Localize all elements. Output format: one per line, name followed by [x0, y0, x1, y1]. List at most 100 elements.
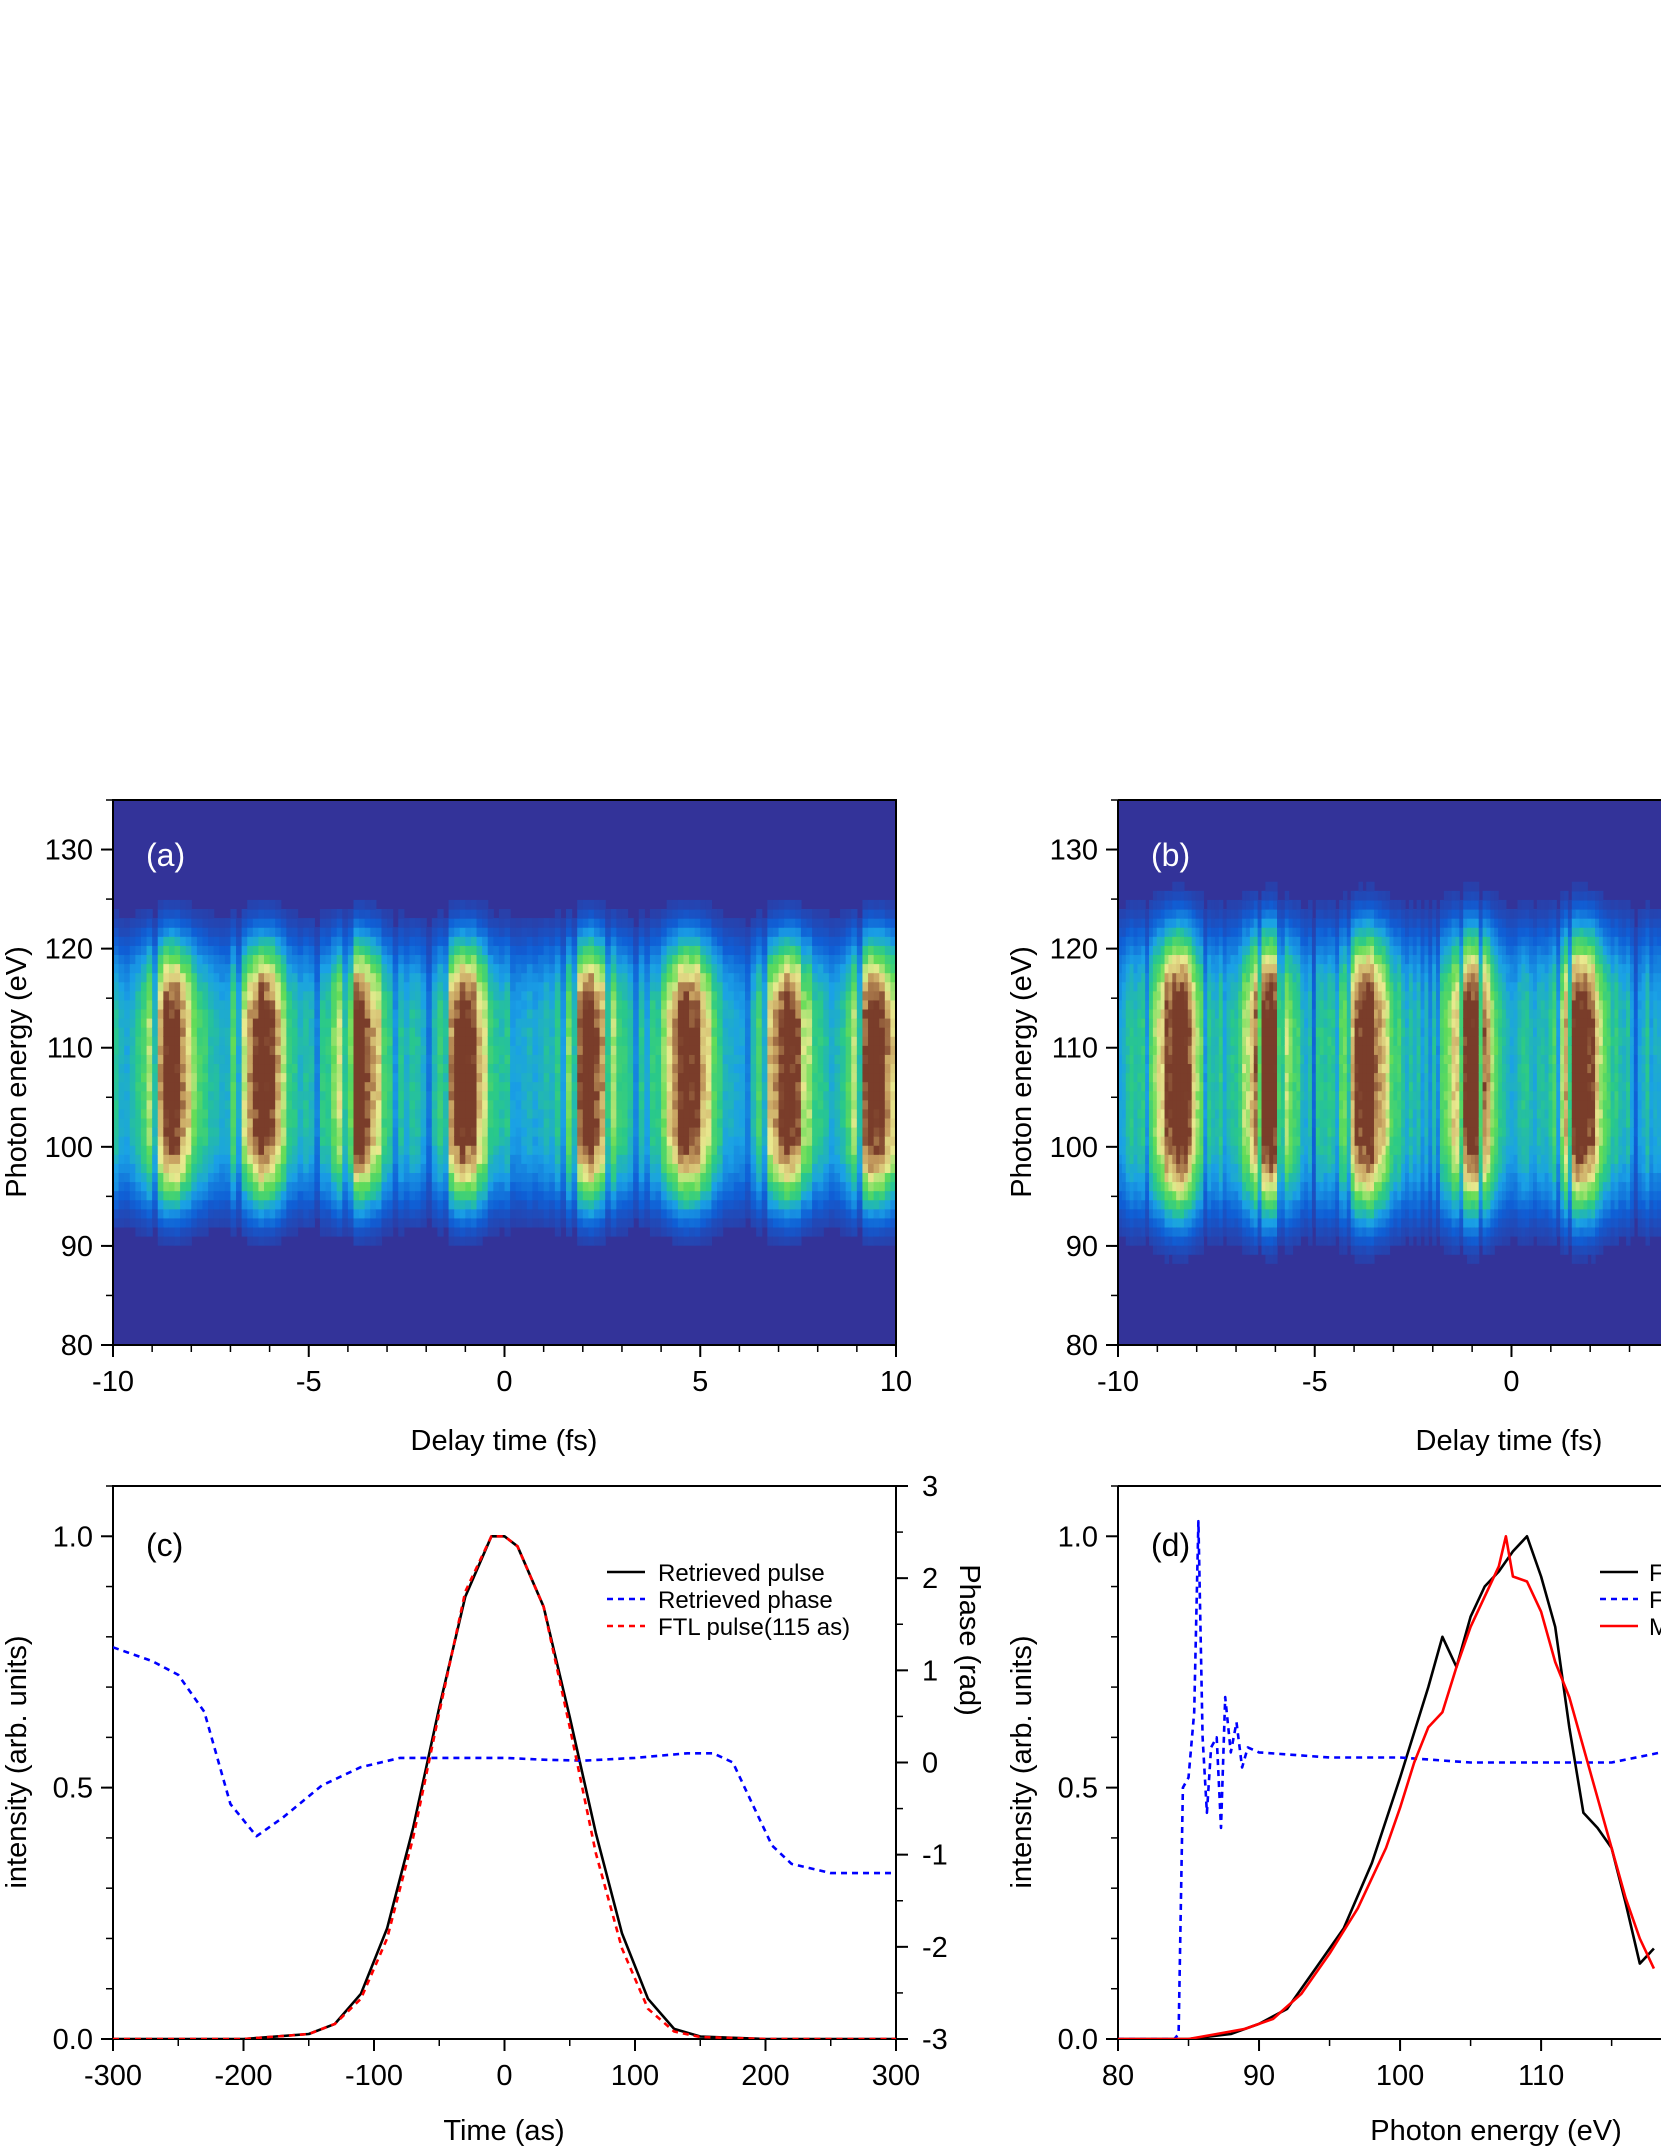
heatmap-cell: [661, 1036, 668, 1046]
heatmap-cell: [264, 999, 271, 1010]
heatmap-cell: [230, 972, 237, 983]
heatmap-cell: [694, 999, 701, 1010]
heatmap-cell: [577, 1063, 584, 1074]
heatmap-cell: [264, 1199, 271, 1210]
heatmap-cell: [672, 1190, 679, 1201]
heatmap-cell: [789, 963, 796, 974]
heatmap-cell: [677, 1054, 685, 1065]
heatmap-cell: [252, 1145, 260, 1155]
heatmap-cell: [470, 909, 478, 919]
heatmap-cell: [767, 1181, 774, 1192]
heatmap-cell: [884, 1090, 892, 1101]
heatmap-cell: [856, 1199, 864, 1210]
heatmap-cell: [549, 1063, 556, 1074]
heatmap-cell: [420, 1008, 427, 1019]
heatmap-cell: [118, 1181, 125, 1192]
heatmap-cell: [566, 1208, 573, 1219]
heatmap-cell: [420, 963, 427, 974]
heatmap-cell: [879, 1127, 886, 1137]
heatmap-cell: [504, 1163, 511, 1174]
heatmap-cell: [538, 1072, 545, 1083]
heatmap-cell: [174, 1099, 181, 1110]
heatmap-cell: [213, 1217, 220, 1228]
heatmap-cell: [314, 990, 321, 1001]
heatmap-cell: [364, 981, 371, 992]
heatmap-cell: [840, 1081, 847, 1092]
heatmap-cell: [577, 1027, 584, 1037]
heatmap-cell: [381, 1027, 388, 1037]
heatmap-cell: [800, 963, 808, 974]
heatmap-cell: [224, 999, 232, 1010]
heatmap-cell: [286, 1181, 293, 1192]
heatmap-cell: [370, 1127, 377, 1137]
heatmap-cell: [157, 1163, 164, 1174]
heatmap-cell: [146, 1199, 153, 1210]
heatmap-cell: [146, 1154, 153, 1164]
heatmap-cell: [851, 1208, 858, 1219]
heatmap-cell: [661, 1208, 668, 1219]
heatmap-cell: [627, 954, 634, 965]
heatmap-cell: [286, 1199, 293, 1210]
heatmap-cell: [415, 1163, 422, 1174]
heatmap-cell: [347, 1145, 355, 1155]
heatmap-cell: [504, 1172, 511, 1183]
heatmap-cell: [303, 972, 310, 983]
heatmap-cell: [476, 1154, 483, 1164]
heatmap-cell: [291, 1072, 299, 1083]
heatmap-cell: [454, 1108, 461, 1119]
heatmap-cell: [124, 918, 131, 928]
heatmap-cell: [152, 1063, 159, 1074]
heatmap-cell: [795, 1036, 802, 1046]
heatmap-cell: [845, 981, 852, 992]
heatmap-cell: [744, 1027, 752, 1037]
heatmap-cell: [426, 1172, 433, 1183]
heatmap-cell: [191, 1081, 198, 1092]
heatmap-cell: [174, 1081, 181, 1092]
heatmap-cell: [113, 1217, 120, 1228]
heatmap-cell: [694, 899, 701, 910]
heatmap-cell: [744, 945, 752, 956]
heatmap-cell: [582, 1099, 589, 1110]
heatmap-cell: [772, 1027, 780, 1037]
heatmap-cell: [185, 927, 192, 937]
heatmap-cell: [884, 1145, 892, 1155]
heatmap-cell: [375, 1008, 383, 1019]
heatmap-cell: [700, 981, 707, 992]
heatmap-cell: [157, 1108, 164, 1119]
heatmap-cell: [577, 972, 584, 983]
heatmap-cell: [286, 1172, 293, 1183]
heatmap-cell: [778, 1190, 785, 1201]
heatmap-cell: [722, 1090, 729, 1101]
heatmap-cell: [146, 1072, 153, 1083]
heatmap-cell: [621, 1063, 629, 1074]
heatmap-cell: [532, 1108, 539, 1119]
heatmap-cell: [180, 981, 187, 992]
heatmap-cell: [353, 1090, 360, 1101]
heatmap-cell: [487, 990, 494, 1001]
heatmap-cell: [627, 1054, 634, 1065]
heatmap-cell: [325, 1045, 332, 1055]
heatmap-cell: [549, 1199, 556, 1210]
heatmap-cell: [342, 990, 349, 1001]
heatmap-cell: [208, 1199, 215, 1210]
heatmap-cell: [431, 1217, 438, 1228]
heatmap-cell: [314, 1072, 321, 1083]
heatmap-cell: [543, 981, 550, 992]
heatmap-cell: [387, 1145, 394, 1155]
heatmap-cell: [129, 1172, 136, 1183]
heatmap-cell: [437, 1045, 444, 1055]
heatmap-cell: [689, 1018, 696, 1028]
heatmap-cell: [538, 1181, 545, 1192]
heatmap-cell: [795, 954, 802, 965]
heatmap-cell: [571, 1199, 578, 1210]
heatmap-cell: [420, 918, 427, 928]
heatmap-cell: [767, 1217, 774, 1228]
heatmap-cell: [538, 1199, 545, 1210]
heatmap-cell: [448, 1008, 455, 1019]
heatmap-cell: [448, 1117, 455, 1128]
heatmap-cell: [862, 1136, 869, 1146]
heatmap-cell: [566, 1108, 573, 1119]
heatmap-cell: [705, 1054, 713, 1065]
heatmap-cell: [398, 999, 405, 1010]
heatmap-cell: [213, 1008, 220, 1019]
